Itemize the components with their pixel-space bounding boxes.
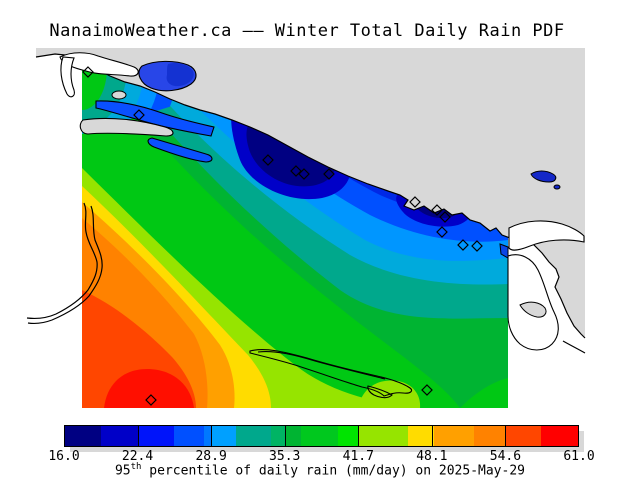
west-coast-line-inner	[27, 205, 103, 324]
edge-water-patch	[499, 243, 509, 259]
green-corner-southeast	[460, 378, 508, 408]
colorbar-segment	[540, 426, 578, 446]
colorbar-tick-label: 16.0	[48, 449, 80, 464]
colorbar-segment	[337, 426, 359, 446]
chart-title: NanaimoWeather.ca —— Winter Total Daily …	[49, 21, 565, 41]
fan-teal	[82, 68, 127, 128]
south-island-appendage	[367, 385, 393, 399]
east-lake-blue	[530, 170, 557, 183]
island-spit	[79, 117, 174, 137]
colorbar-tick-label: 28.9	[195, 449, 227, 464]
station-marker	[421, 384, 433, 396]
colorbar-tick-label: 41.7	[342, 449, 374, 464]
colorbar-segment	[504, 426, 541, 446]
west-coast-line-outer	[26, 202, 98, 319]
colorbar-segment	[473, 426, 505, 446]
caption-rest: percentile of daily rain (mm/day) on 202…	[141, 463, 525, 479]
colorbar-segment	[211, 426, 236, 446]
colorbar-segment	[407, 426, 434, 446]
colorbar-tick-label: 61.0	[563, 449, 595, 464]
colorbar-segment	[236, 426, 271, 446]
station-marker	[82, 66, 94, 78]
colorbar-tick-label: 54.6	[489, 449, 522, 464]
fan-green	[82, 68, 107, 110]
colorbar-tick-label: 22.4	[121, 449, 154, 464]
coastline	[35, 53, 586, 339]
south-island-inner-line	[257, 351, 386, 380]
colorbar-segment	[284, 426, 301, 446]
station-marker	[298, 168, 310, 180]
colorbar-tick-label: 35.3	[269, 449, 301, 464]
mainland	[36, 48, 585, 338]
colorbar-tick-label: 48.1	[416, 449, 448, 464]
east-inlet-arm	[508, 220, 585, 251]
enclosed-water-dark-lobe	[166, 62, 194, 87]
colorbar-tick-labels: 16.0 22.4 28.9 35.3 41.7 48.1 54.6 61.0	[48, 449, 594, 464]
colorbar-segment	[65, 426, 101, 446]
station-marker	[262, 154, 274, 166]
station-markers	[82, 66, 483, 406]
strait-channel	[95, 100, 215, 137]
colorbar-segment	[204, 426, 211, 446]
station-marker	[145, 394, 157, 406]
station-marker	[431, 204, 443, 216]
station-marker	[457, 239, 469, 251]
east-peninsula	[519, 301, 547, 318]
colorbar-segment	[101, 426, 138, 446]
small-island	[111, 90, 127, 100]
station-marker	[323, 168, 335, 180]
colorbar-segment	[300, 426, 338, 446]
station-marker	[290, 165, 302, 177]
east-lake-dot	[553, 184, 561, 190]
colorbar-caption: 95th percentile of daily rain (mm/day) o…	[0, 462, 640, 478]
strait-channel-south	[147, 137, 213, 163]
lake-chain	[59, 52, 139, 77]
high-core-red	[104, 369, 194, 408]
colorbar-segment	[138, 426, 174, 446]
colorbar-segment	[358, 426, 408, 446]
southeast-coast-line	[562, 340, 586, 354]
station-marker	[409, 196, 421, 208]
colorbar-segment	[174, 426, 204, 446]
caption-prefix: 95	[114, 463, 131, 479]
inlet-channel-white	[60, 56, 75, 98]
colorbar-segment	[433, 426, 474, 446]
colorbar-segment	[270, 426, 285, 446]
station-marker	[133, 109, 145, 121]
station-marker	[436, 226, 448, 238]
caption-superscript: th	[130, 462, 142, 472]
station-marker	[439, 211, 451, 223]
station-marker	[471, 240, 483, 252]
colorbar	[64, 425, 579, 447]
